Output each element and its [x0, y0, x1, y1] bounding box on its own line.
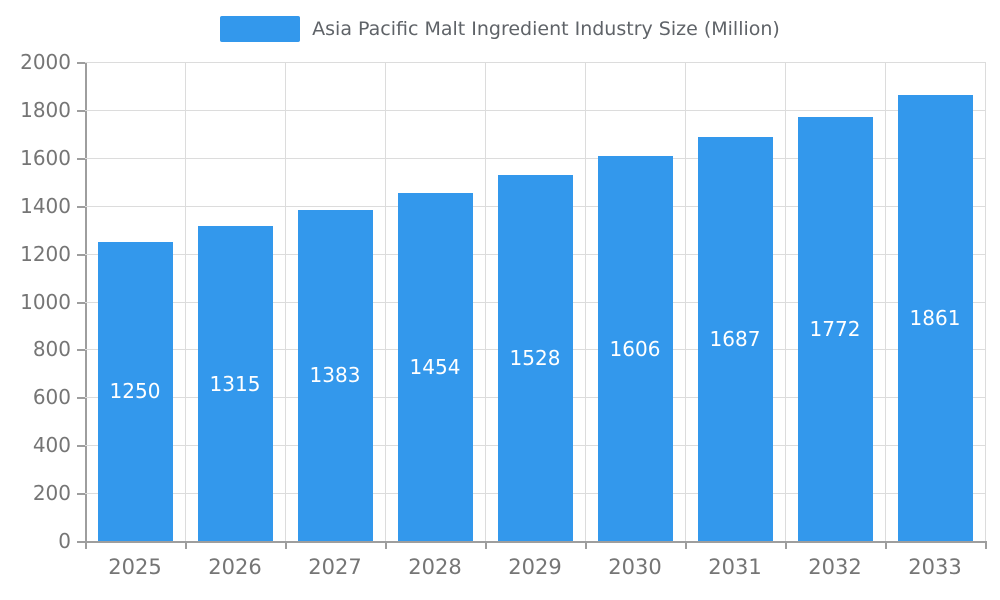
x-tick [685, 541, 687, 549]
x-tick [985, 541, 987, 549]
x-tick [785, 541, 787, 549]
bar-value-label: 1454 [409, 354, 461, 379]
bar-2029: 1528 [497, 175, 573, 541]
bar-value-label: 1606 [609, 336, 661, 361]
y-tick [77, 301, 85, 304]
gridline-vertical [485, 62, 486, 541]
legend[interactable]: Asia Pacific Malt Ingredient Industry Si… [0, 16, 1000, 42]
x-tick-label: 2030 [608, 555, 662, 579]
y-tick-label: 1200 [20, 241, 71, 266]
x-tick [485, 541, 487, 549]
gridline-vertical [385, 62, 386, 541]
gridline-vertical [785, 62, 786, 541]
bar-2031: 1687 [697, 136, 773, 541]
bar-2025: 1250 [97, 241, 173, 541]
x-tick [85, 541, 87, 549]
y-tick [77, 493, 85, 496]
bar-value-label: 1687 [709, 326, 761, 351]
x-tick-label: 2032 [808, 555, 862, 579]
x-tick-label: 2025 [108, 555, 162, 579]
x-tick-label: 2033 [908, 555, 962, 579]
gridline-horizontal [85, 157, 985, 159]
y-tick [77, 397, 85, 400]
gridline-horizontal [85, 109, 985, 111]
gridline-vertical [685, 62, 686, 541]
y-tick [77, 541, 85, 543]
gridline-vertical [185, 62, 186, 541]
x-tick [285, 541, 287, 549]
bar-value-label: 1250 [109, 379, 161, 404]
y-tick-label: 200 [32, 481, 71, 506]
y-tick-label: 400 [32, 433, 71, 458]
y-tick [77, 109, 85, 112]
y-tick [77, 205, 85, 208]
x-tick [585, 541, 587, 549]
y-tick-label: 600 [32, 385, 71, 410]
bar-2028: 1454 [397, 192, 473, 541]
plot-area: 0 200 400 600 800 1000 1200 1400 1600 1800 2000 125… [20, 50, 987, 579]
gridline-vertical [285, 62, 286, 541]
bar-value-label: 1315 [209, 371, 261, 396]
bar-2032: 1772 [797, 116, 873, 541]
gridline-horizontal [85, 62, 985, 63]
bar-2030: 1606 [597, 156, 673, 541]
x-tick-label: 2028 [408, 555, 462, 579]
y-tick-label: 0 [58, 529, 71, 553]
bar-value-label: 1772 [809, 316, 861, 341]
bar-value-label: 1528 [509, 346, 561, 371]
bar-value-label: 1861 [909, 306, 961, 331]
y-tick [77, 445, 85, 448]
y-tick-label: 1600 [20, 145, 71, 170]
y-tick-label: 1400 [20, 193, 71, 218]
x-tick-label: 2029 [508, 555, 562, 579]
x-tick [385, 541, 387, 549]
y-tick [77, 349, 85, 352]
legend-swatch[interactable] [220, 16, 301, 42]
gridline-vertical [585, 62, 586, 541]
bar-2026: 1315 [197, 226, 273, 541]
bar-value-label: 1383 [309, 363, 361, 388]
y-tick-label: 1800 [20, 97, 71, 122]
bar-2033: 1861 [897, 95, 973, 541]
y-tick-label: 1000 [20, 289, 71, 314]
x-tick-label: 2031 [708, 555, 762, 579]
gridline-vertical [885, 62, 886, 541]
x-tick-label: 2027 [308, 555, 362, 579]
y-tick [77, 253, 85, 256]
y-tick-label: 800 [32, 337, 71, 362]
bar-2027: 1383 [297, 209, 373, 541]
x-tick-label: 2026 [208, 555, 262, 579]
y-tick-label: 2000 [20, 50, 71, 74]
y-tick [77, 157, 85, 160]
gridline-vertical [985, 62, 986, 541]
y-tick [77, 62, 85, 64]
x-tick [185, 541, 187, 549]
legend-label[interactable]: Asia Pacific Malt Ingredient Industry Si… [312, 18, 780, 40]
x-axis-line [85, 541, 986, 543]
x-tick [885, 541, 887, 549]
